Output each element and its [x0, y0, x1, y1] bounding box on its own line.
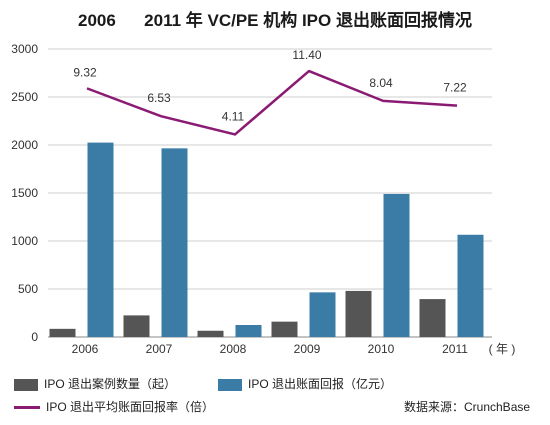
- y-tick-label: 2500: [11, 90, 38, 104]
- bar-book-return: [235, 325, 262, 337]
- bar-book-return: [87, 142, 114, 337]
- x-tick-label: 2011: [442, 342, 468, 356]
- x-tick-label: 2010: [368, 342, 395, 356]
- return-rate-line: [86, 69, 458, 136]
- labels: 0 500 1000 1500 2000 2500 3000 9.32 6.53 4.11 11.4…: [11, 42, 515, 356]
- x-tick-label: 2007: [146, 342, 173, 356]
- y-tick-label: 3000: [11, 42, 38, 56]
- legend-label-book-return: IPO 退出账面回报（亿元）: [248, 377, 393, 391]
- legend-label-return-rate: IPO 退出平均账面回报率（倍）: [46, 400, 215, 414]
- bar-book-return: [383, 193, 410, 337]
- gridlines: [48, 48, 492, 338]
- bar-book-return: [457, 234, 484, 337]
- return-rate-data-label: 7.22: [443, 81, 467, 95]
- bars: [49, 142, 484, 337]
- legend-swatch-book-return: [218, 378, 242, 391]
- legend-label-ipo-count: IPO 退出案例数量（起）: [44, 377, 177, 391]
- return-rate-data-label: 4.11: [222, 109, 245, 123]
- bar-ipo-count: [123, 315, 150, 337]
- legend-item-ipo-count: IPO 退出案例数量（起）: [14, 375, 176, 392]
- legend-swatch-ipo-count: [14, 378, 38, 391]
- bar-book-return: [309, 292, 336, 337]
- bar-ipo-count: [271, 321, 298, 337]
- bar-book-return: [161, 148, 188, 337]
- source-note: 数据来源：CrunchBase: [404, 400, 531, 414]
- chart-title: 2006 2011 年 VC/PE 机构 IPO 退出账面回报情况: [78, 11, 472, 30]
- return-rate-data-label: 11.40: [292, 48, 321, 62]
- bar-ipo-count: [419, 299, 446, 337]
- legend-item-return-rate: IPO 退出平均账面回报率（倍）: [14, 398, 214, 415]
- bar-ipo-count: [197, 330, 224, 337]
- bar-ipo-count: [345, 290, 372, 337]
- x-axis-unit-label: ( 年 ): [489, 342, 516, 356]
- x-tick-label: 2009: [294, 342, 321, 356]
- y-tick-label: 1500: [11, 186, 38, 200]
- y-tick-label: 1000: [11, 234, 38, 248]
- return-rate-data-label: 9.32: [73, 65, 97, 79]
- legend-item-book-return: IPO 退出账面回报（亿元）: [218, 375, 392, 392]
- bar-ipo-count: [49, 328, 76, 337]
- x-tick-label: 2008: [220, 342, 247, 356]
- return-rate-series-line: [86, 69, 458, 136]
- y-tick-label: 0: [31, 330, 38, 344]
- y-tick-label: 500: [18, 282, 38, 296]
- legend-swatch-return-rate: [14, 406, 40, 410]
- y-tick-label: 2000: [11, 138, 38, 152]
- x-tick-label: 2006: [72, 342, 99, 356]
- return-rate-data-label: 8.04: [369, 76, 393, 90]
- return-rate-data-label: 6.53: [147, 91, 171, 105]
